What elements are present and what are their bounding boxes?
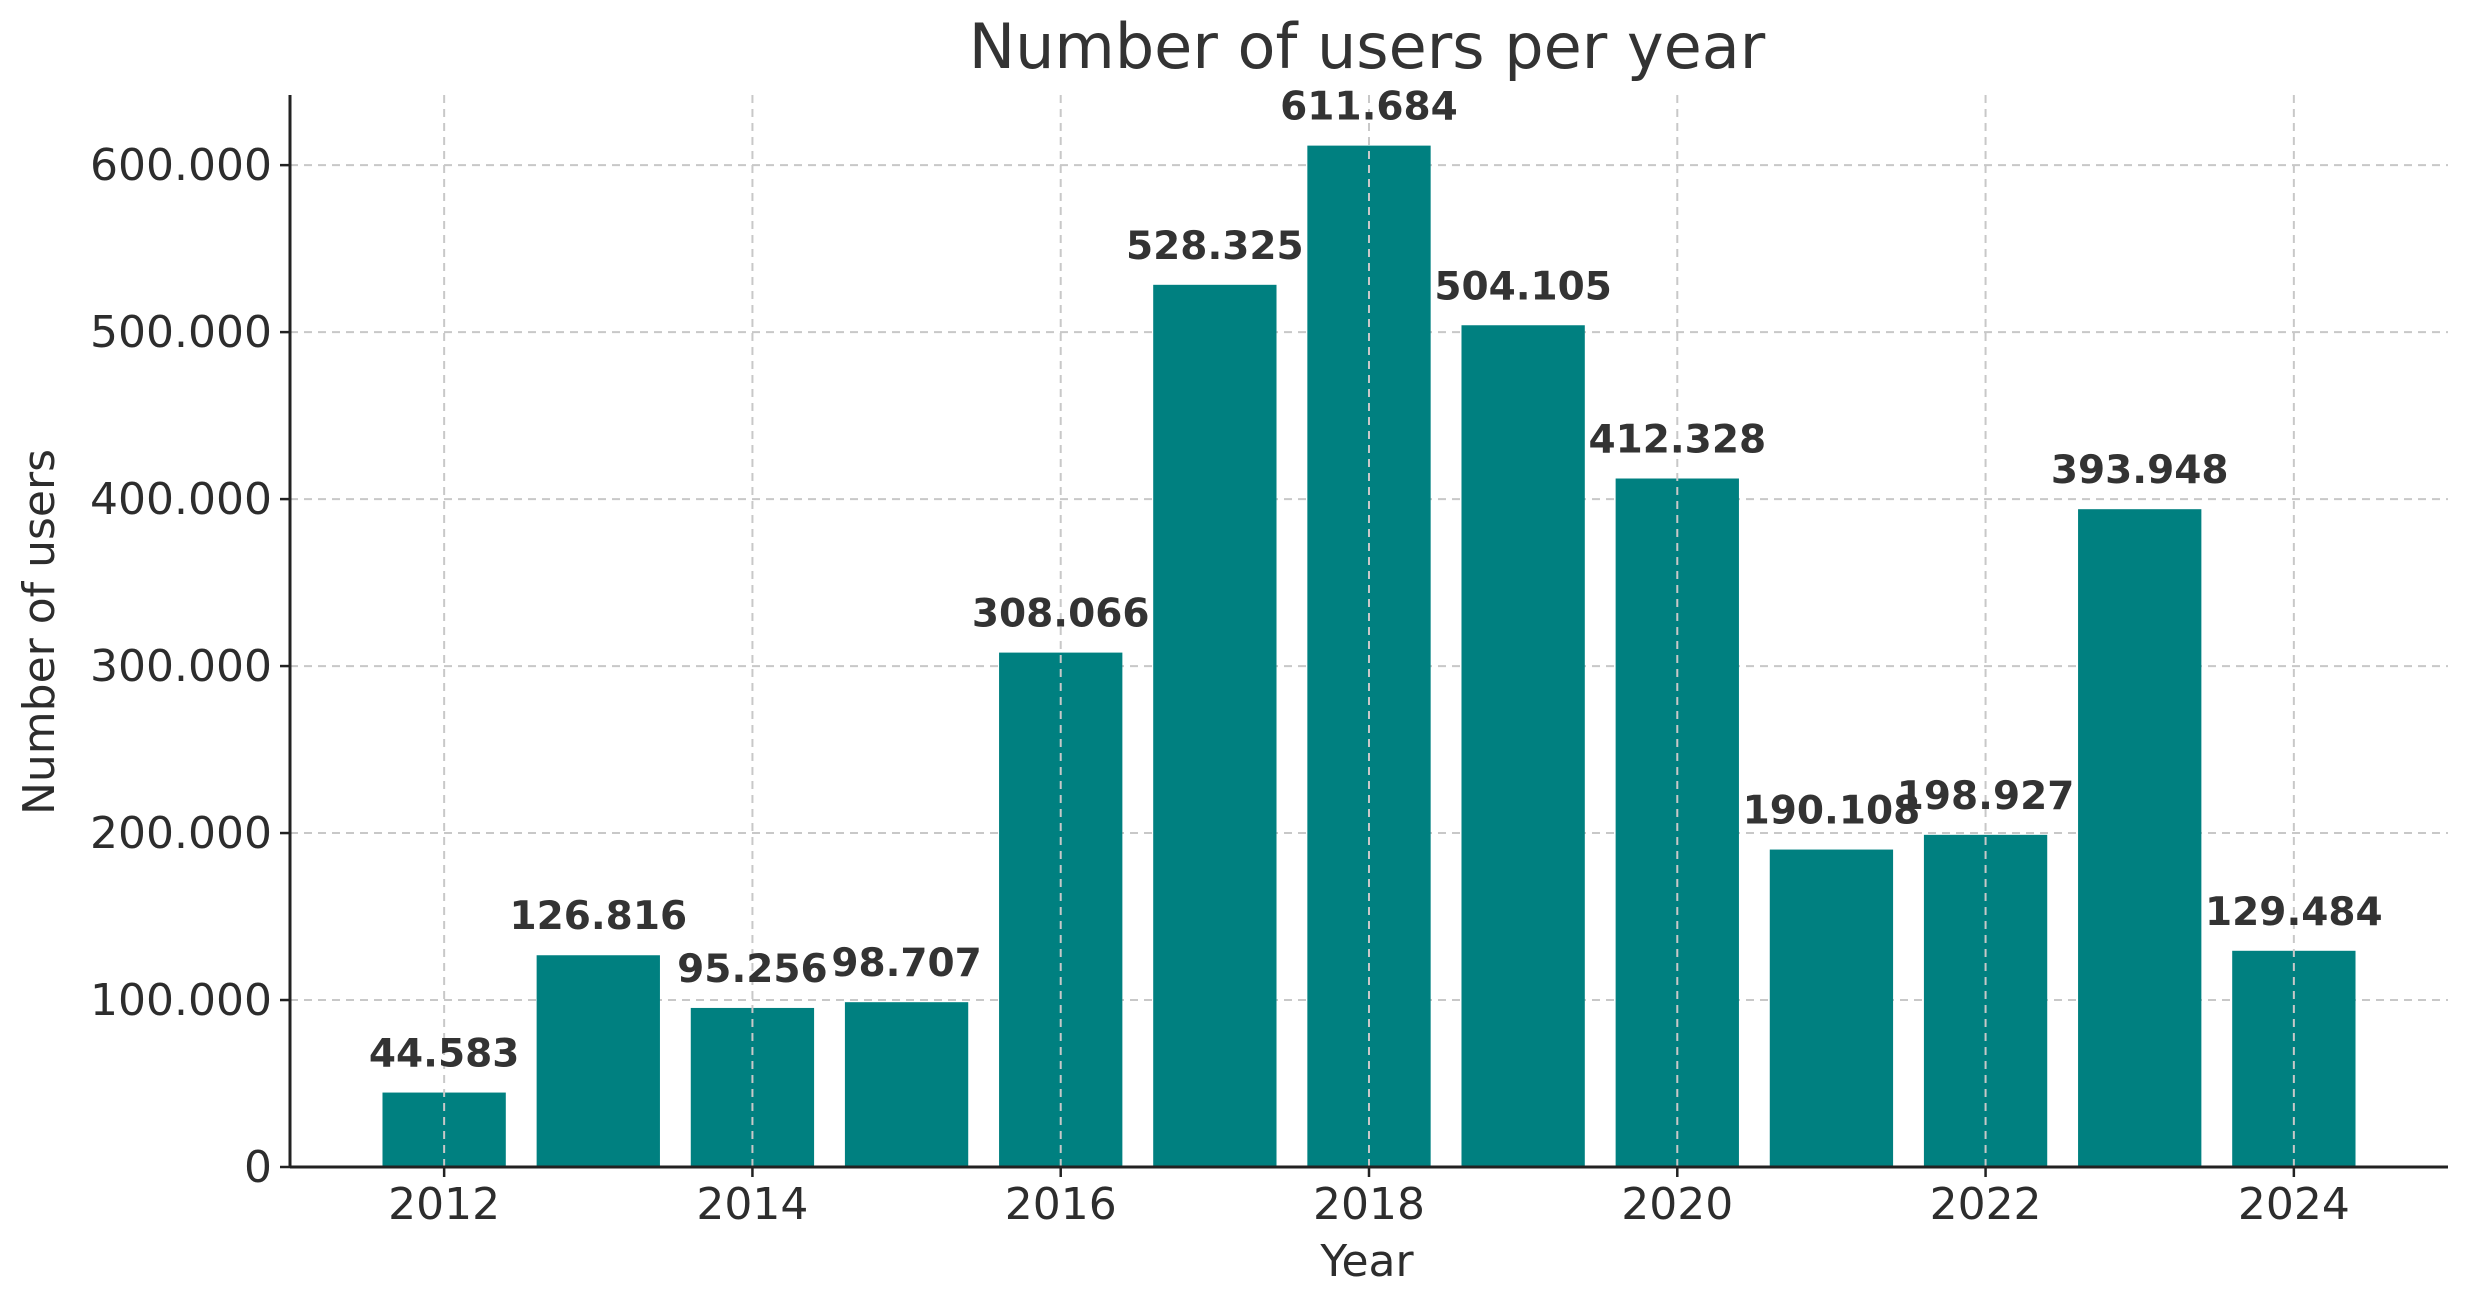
x-tick-label: 2022 (1930, 1179, 2042, 1230)
y-tick-label: 0 (244, 1142, 272, 1193)
bar-2019 (1461, 325, 1585, 1167)
x-tick-label: 2024 (2238, 1179, 2350, 1230)
y-tick-label: 100.000 (90, 975, 272, 1026)
y-axis-title: Number of users (14, 449, 65, 815)
y-tick-label: 300.000 (90, 641, 272, 692)
data-label-2013: 126.816 (509, 894, 687, 939)
x-tick-label: 2020 (1621, 1179, 1733, 1230)
y-axis-ticks: 0 100.000 200.000 300.000 400.000 500.000 600.… (90, 140, 290, 1193)
bar-2013 (536, 955, 660, 1167)
bar-2015 (844, 1002, 969, 1167)
y-tick-label: 600.000 (90, 140, 272, 191)
y-tick-label: 500.000 (90, 307, 272, 358)
data-label-2020: 412.328 (1588, 418, 1766, 463)
x-tick-label: 2012 (388, 1179, 500, 1230)
bar-2022 (1923, 834, 2048, 1167)
y-tick-label: 200.000 (90, 808, 272, 859)
data-label-2014: 95.256 (677, 947, 828, 992)
data-label-2017: 528.325 (1126, 224, 1304, 269)
x-axis-ticks: 2012 2014 2016 2018 2020 2022 2024 (388, 1167, 2350, 1230)
bar-2014 (690, 1007, 815, 1167)
chart-title: Number of users per year (969, 10, 1766, 83)
x-axis-title: Year (1319, 1236, 1414, 1287)
data-label-2019: 504.105 (1434, 264, 1612, 309)
data-label-2016: 308.066 (972, 592, 1150, 637)
data-labels: 44.583 126.816 95.256 98.707 308.066 528.325 6… (369, 85, 2383, 1077)
bar-2023 (2078, 509, 2202, 1167)
data-label-2015: 98.707 (831, 941, 982, 986)
bar-2017 (1153, 284, 1277, 1167)
data-label-2018: 611.684 (1280, 85, 1458, 130)
y-tick-label: 400.000 (90, 474, 272, 525)
bar-2021 (1769, 849, 1894, 1167)
data-label-2012: 44.583 (369, 1032, 520, 1077)
x-grid-lines (443, 95, 2295, 1167)
x-tick-label: 2016 (1005, 1179, 1117, 1230)
data-label-2021: 190.108 (1743, 789, 1921, 834)
x-tick-label: 2014 (696, 1179, 808, 1230)
data-label-2023: 393.948 (2051, 448, 2229, 493)
data-label-2022: 198.927 (1897, 774, 2075, 819)
x-tick-label: 2018 (1313, 1179, 1425, 1230)
bar-2024 (2232, 950, 2356, 1167)
data-label-2024: 129.484 (2205, 890, 2383, 935)
